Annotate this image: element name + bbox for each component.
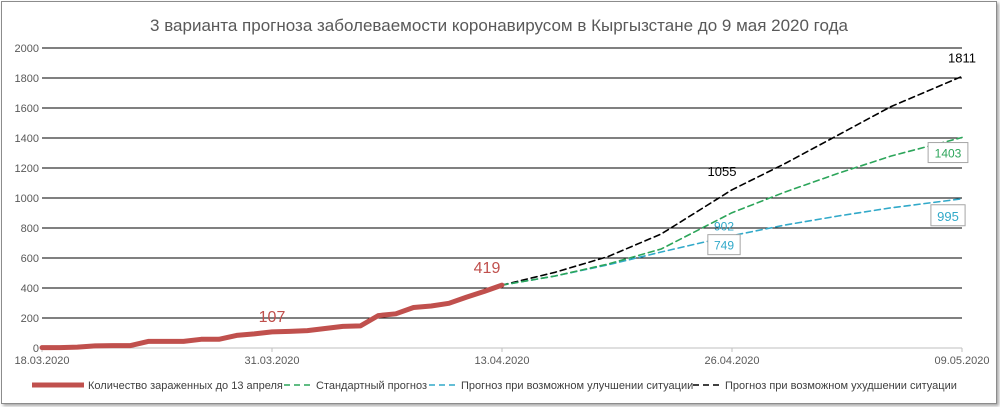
series-group xyxy=(39,75,963,351)
y-tick-label: 1800 xyxy=(15,73,39,85)
data-label: 1811 xyxy=(948,50,976,65)
y-tick-label: 800 xyxy=(21,223,39,235)
data-label-box xyxy=(927,142,969,164)
y-axis-ticks: 0 200 400 600 800 1000 1200 1400 1600 1800 2000 xyxy=(15,43,39,355)
legend-label: Прогноз при возможном улучшении ситуации xyxy=(461,380,693,392)
y-tick-label: 200 xyxy=(21,313,39,325)
legend-label: Количество зараженных до 13 апреля xyxy=(88,380,283,392)
x-tick-label: 18.03.2020 xyxy=(14,355,69,367)
x-tick-label: 26.04.2020 xyxy=(704,355,759,367)
legend-label: Прогноз при возможном ухудшении ситуации xyxy=(725,380,957,392)
y-tick-label: 400 xyxy=(21,283,39,295)
data-label: 995 xyxy=(937,209,959,224)
data-labels: 107 419 1055 902 749 1811 1403 995 xyxy=(259,50,976,326)
y-tick-label: 0 xyxy=(33,343,39,355)
data-label: 1055 xyxy=(708,164,737,179)
y-tick-label: 1200 xyxy=(15,163,39,175)
data-label: 419 xyxy=(474,260,501,277)
data-label: 1403 xyxy=(935,147,962,161)
legend-label: Стандартный прогноз xyxy=(316,380,427,392)
data-label: 902 xyxy=(714,220,734,234)
x-axis: 18.03.2020 31.03.2020 13.04.2020 26.04.2020… xyxy=(14,347,990,367)
y-tick-label: 2000 xyxy=(15,43,39,55)
series-line xyxy=(501,75,963,286)
y-tick-label: 600 xyxy=(21,253,39,265)
series-line xyxy=(501,136,963,286)
x-tick-label: 31.03.2020 xyxy=(244,355,299,367)
y-tick-label: 1400 xyxy=(15,133,39,145)
chart: 3 варианта прогноза заболеваемости корон… xyxy=(14,16,990,392)
x-tick-label: 09.05.2020 xyxy=(934,355,989,367)
data-label: 749 xyxy=(714,239,734,253)
chart-title: 3 варианта прогноза заболеваемости корон… xyxy=(150,16,848,35)
legend: Количество зараженных до 13 апреля Станда… xyxy=(32,380,957,392)
data-label-box xyxy=(930,204,966,227)
data-label-box xyxy=(707,234,741,256)
series-line xyxy=(39,282,505,351)
y-tick-label: 1000 xyxy=(15,193,39,205)
x-tick-label: 13.04.2020 xyxy=(474,355,529,367)
data-label: 107 xyxy=(259,309,286,326)
y-tick-label: 1600 xyxy=(15,103,39,115)
gridlines xyxy=(42,47,962,319)
